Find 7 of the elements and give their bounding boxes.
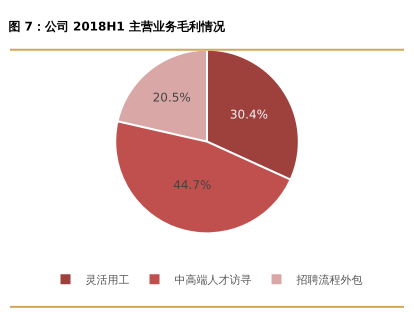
data-label: 44.7% bbox=[173, 178, 212, 192]
legend-label: 中高端人才访寻 bbox=[174, 274, 252, 287]
data-label: 30.4% bbox=[230, 108, 268, 122]
legend-label: 灵活用工 bbox=[86, 274, 130, 287]
legend-label: 招聘流程外包 bbox=[296, 274, 362, 287]
chart-title: 图 7：公司 2018H1 主营业务毛利情况 bbox=[8, 19, 226, 34]
data-label: 20.5% bbox=[152, 90, 191, 104]
